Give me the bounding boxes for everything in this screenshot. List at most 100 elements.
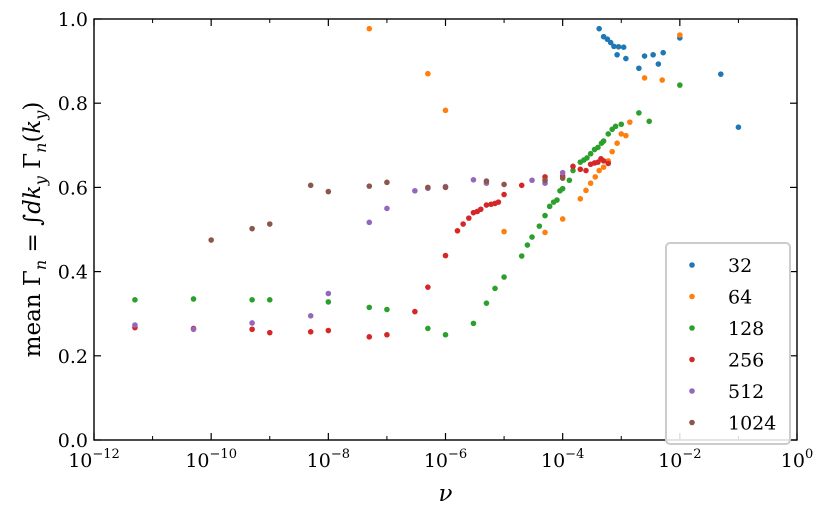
point-256 — [570, 163, 576, 170]
point-256 — [477, 206, 484, 213]
point-64 — [425, 70, 431, 77]
x-axis-label: ν — [439, 481, 453, 507]
point-64 — [596, 167, 602, 174]
point-256 — [600, 158, 607, 164]
x-tick-label: 10−10 — [185, 447, 237, 472]
point-32 — [607, 39, 614, 46]
x-tick-label: 10−6 — [424, 447, 467, 472]
x-tick-label: 10−2 — [658, 447, 701, 472]
point-1024 — [325, 188, 332, 195]
point-1024 — [384, 179, 390, 186]
point-256 — [307, 329, 314, 335]
point-256 — [366, 334, 373, 340]
legend-box — [665, 242, 791, 445]
point-64 — [614, 140, 620, 146]
y-axis-label: mean Γn = ∫dky Γn(ky) — [20, 102, 50, 358]
point-128 — [612, 123, 619, 130]
point-64 — [618, 131, 625, 137]
point-128 — [483, 300, 490, 306]
point-128 — [587, 150, 594, 157]
legend-marker-64 — [689, 293, 695, 300]
legend-label-128: 128 — [728, 318, 764, 340]
point-64 — [366, 25, 373, 32]
point-256 — [605, 160, 612, 167]
point-64 — [501, 228, 507, 235]
point-256 — [583, 167, 589, 174]
point-128 — [605, 131, 612, 137]
point-32 — [660, 49, 666, 56]
x-tick-label: 10−4 — [541, 447, 584, 472]
x-tick-label: 10−12 — [68, 447, 120, 472]
point-128 — [325, 299, 332, 305]
point-1024 — [366, 183, 373, 189]
point-256 — [577, 166, 584, 173]
point-128 — [559, 185, 566, 192]
point-32 — [641, 53, 648, 59]
point-32 — [596, 25, 602, 32]
point-128 — [470, 320, 477, 327]
point-64 — [442, 107, 449, 114]
point-32 — [650, 51, 656, 58]
point-128 — [584, 155, 590, 161]
point-128 — [618, 121, 625, 128]
point-128 — [542, 212, 548, 219]
point-256 — [384, 331, 390, 338]
x-tick-label: 100 — [781, 447, 813, 472]
point-128 — [366, 304, 373, 311]
point-64 — [577, 195, 584, 202]
point-128 — [554, 197, 560, 203]
point-32 — [620, 44, 627, 51]
point-64 — [592, 174, 599, 180]
y-tick-label: 0.2 — [58, 346, 88, 368]
point-256 — [483, 202, 490, 208]
point-1024 — [483, 178, 490, 184]
legend-label-256: 256 — [728, 350, 764, 372]
point-128 — [492, 285, 498, 292]
point-512 — [559, 169, 566, 176]
point-64 — [659, 77, 665, 83]
point-1024 — [266, 221, 273, 227]
point-128 — [595, 144, 601, 151]
point-256 — [454, 227, 461, 234]
point-256 — [442, 252, 449, 259]
legend-marker-32 — [689, 262, 695, 268]
y-tick-label: 1.0 — [58, 9, 88, 31]
point-128 — [529, 234, 535, 240]
point-32 — [623, 55, 629, 62]
point-128 — [570, 167, 576, 174]
legend-label-64: 64 — [728, 287, 752, 309]
point-64 — [627, 119, 633, 125]
point-64 — [587, 180, 594, 186]
point-32 — [614, 51, 620, 58]
point-128 — [425, 325, 431, 332]
point-128 — [249, 297, 255, 303]
y-tick-label: 0.8 — [58, 93, 88, 115]
legend: 32 64 128 256 512 1024 — [665, 242, 791, 445]
point-256 — [466, 215, 472, 221]
point-256 — [495, 199, 502, 205]
point-64 — [559, 216, 566, 222]
point-1024 — [307, 182, 314, 189]
legend-label-1024: 1024 — [728, 413, 776, 435]
point-1024 — [542, 177, 548, 184]
point-128 — [566, 177, 573, 184]
point-256 — [501, 191, 507, 198]
point-256 — [266, 329, 273, 336]
point-64 — [677, 32, 683, 38]
point-512 — [132, 322, 138, 328]
point-512 — [307, 313, 314, 319]
point-512 — [529, 177, 535, 184]
point-128 — [677, 82, 683, 88]
point-32 — [717, 71, 724, 77]
point-128 — [384, 306, 390, 313]
legend-marker-128 — [689, 325, 695, 331]
legend-label-512: 512 — [728, 381, 764, 403]
point-32 — [611, 43, 617, 50]
point-256 — [518, 182, 525, 189]
point-512 — [325, 290, 332, 297]
point-64 — [641, 75, 648, 81]
axes: 0.0 0.2 0.4 0.6 0.8 1.0 10−12 10−10 10−8 10−6 10−4… — [20, 9, 813, 507]
point-128 — [190, 296, 197, 302]
point-32 — [735, 124, 742, 130]
